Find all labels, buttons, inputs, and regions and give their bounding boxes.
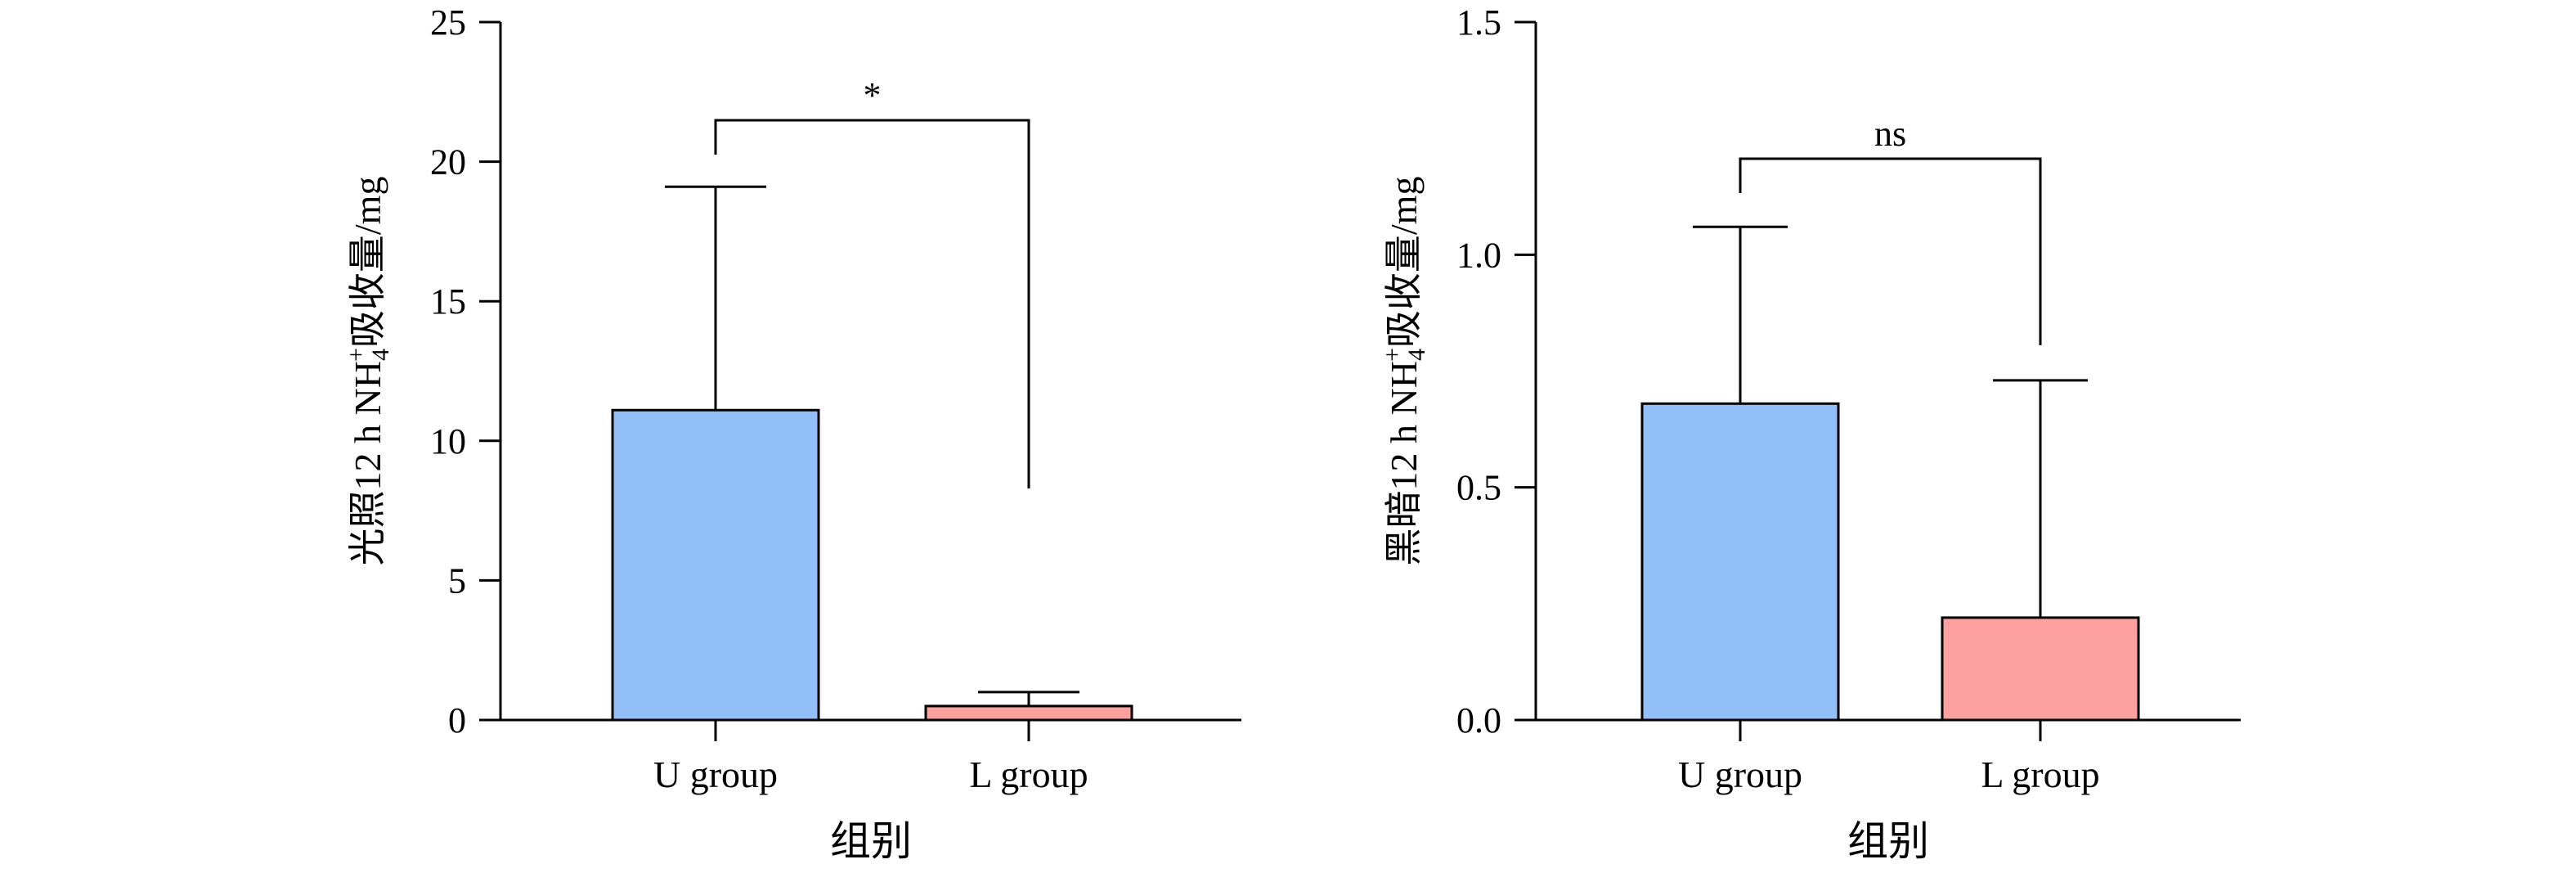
y-axis-title-part: 黑暗12 h NH (1383, 361, 1425, 565)
significance-bracket (714, 119, 1030, 488)
y-axis-title-part: 光照12 h NH (347, 361, 388, 565)
x-axis-title: 组别 (1847, 818, 1929, 864)
y-axis-title-superscript: + (343, 348, 370, 362)
bar (924, 704, 1133, 722)
bar (1640, 402, 1840, 722)
y-axis-title-subscript: 4 (367, 349, 394, 361)
bar (611, 408, 820, 722)
y-axis-title: 黑暗12 h NH4+吸收量/mg (1379, 177, 1430, 566)
x-axis-title: 组别 (830, 818, 912, 864)
y-tick-label: 0.0 (1456, 700, 1501, 740)
y-tick-label: 0.5 (1456, 468, 1501, 508)
category-label: U group (653, 754, 778, 795)
y-tick-label: 0 (448, 700, 466, 740)
significance-label: ns (1874, 114, 1906, 154)
y-axis-title-subscript: 4 (1403, 349, 1430, 361)
y-tick-label: 25 (430, 2, 466, 43)
y-tick-label: 1.0 (1456, 235, 1501, 275)
right-chart-panel: 0.0 0.5 1.0 1.5 U group L group ns 组别 黑暗12 h NH4… (1379, 2, 2241, 864)
y-axis-title: 光照12 h NH4+吸收量/mg (343, 177, 394, 566)
category-label: U group (1678, 754, 1802, 795)
y-axis-title-part: 吸收量/mg (347, 177, 388, 349)
significance-label: * (864, 75, 882, 115)
y-tick-label: 20 (430, 142, 466, 182)
y-tick-label: 5 (448, 560, 466, 601)
left-chart-panel: 0 5 10 15 20 25 U group L group * 组别 光照12 h NH4+吸收… (343, 2, 1241, 864)
y-tick-label: 15 (430, 281, 466, 322)
significance-bracket (1739, 157, 2042, 345)
y-tick-label: 1.5 (1456, 2, 1501, 43)
y-axis-title-part: 吸收量/mg (1383, 177, 1425, 349)
category-label: L group (969, 754, 1088, 795)
category-label: L group (1981, 754, 2099, 795)
y-axis-title-superscript: + (1379, 348, 1406, 362)
bar (1941, 616, 2140, 722)
y-tick-label: 10 (430, 421, 466, 461)
